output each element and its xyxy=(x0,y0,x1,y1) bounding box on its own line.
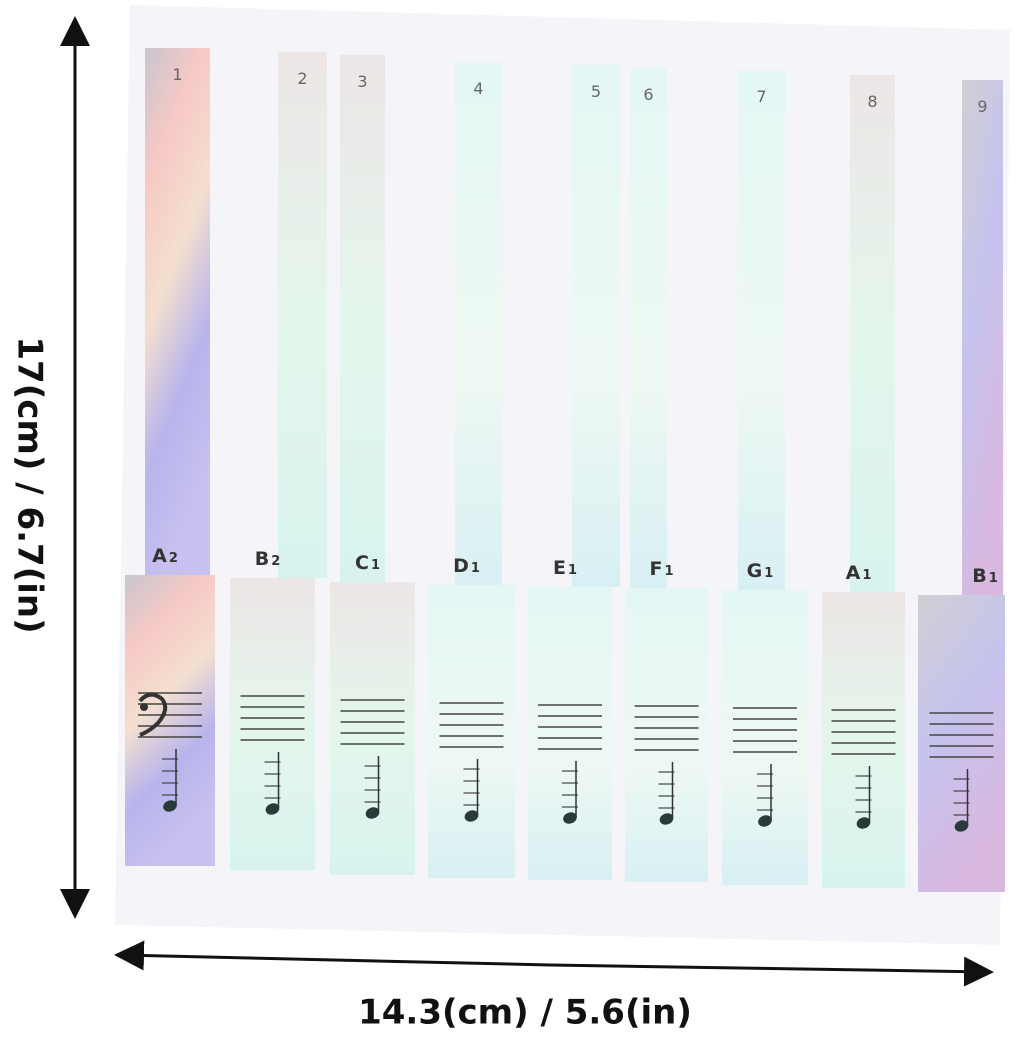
key: 8 A 1 xyxy=(822,75,905,888)
width-label: 14.3(cm) / 5.6(in) xyxy=(358,993,692,1033)
note-letter: C xyxy=(355,552,369,574)
key-strip xyxy=(278,52,327,578)
key-number: 2 xyxy=(297,69,307,88)
note-letter: D xyxy=(453,555,469,577)
note-head xyxy=(163,800,177,812)
note-letter: A xyxy=(152,545,167,567)
key-number: 8 xyxy=(867,92,877,111)
note-head xyxy=(464,810,479,822)
note-letter: E xyxy=(553,557,566,579)
key: 7 G 1 xyxy=(722,70,808,885)
key-strip xyxy=(145,48,210,575)
note-subscript: 1 xyxy=(568,563,577,578)
note-head xyxy=(954,820,969,832)
note-letter: B xyxy=(255,548,269,570)
key-base xyxy=(230,578,315,870)
key-strip xyxy=(962,80,1003,595)
key-strip xyxy=(572,65,620,587)
width-arrow xyxy=(114,940,551,971)
note-subscript: 1 xyxy=(664,564,673,579)
note-subscript: 1 xyxy=(371,558,380,573)
note-subscript: 1 xyxy=(471,561,480,576)
key-number: 1 xyxy=(172,65,182,84)
key-number: 6 xyxy=(643,85,653,104)
key: 9 B 1 xyxy=(918,80,1005,892)
key-strip xyxy=(738,70,785,590)
key-base xyxy=(822,592,905,888)
key: 5 E 1 xyxy=(528,65,620,880)
bass-clef xyxy=(138,692,168,737)
key: 3 C 1 xyxy=(330,55,415,875)
key-base xyxy=(330,582,415,875)
key: 2B 2 xyxy=(230,52,327,870)
note-head xyxy=(758,815,772,827)
key-base xyxy=(528,587,612,880)
note-head xyxy=(563,812,577,824)
note-head xyxy=(265,803,280,815)
bass-clef-dot xyxy=(140,703,148,711)
note-subscript: 2 xyxy=(169,551,178,566)
key: 6 F 1 xyxy=(625,68,708,882)
key-number: 3 xyxy=(357,72,367,91)
key-base xyxy=(625,588,708,882)
note-letter: B xyxy=(972,565,986,587)
key-number: 9 xyxy=(977,97,987,116)
key-strip xyxy=(630,68,667,588)
key-strip xyxy=(340,55,385,582)
key-number: 4 xyxy=(473,79,483,98)
key-strip xyxy=(850,75,895,592)
key-base xyxy=(125,575,215,866)
width-arrow xyxy=(549,956,994,987)
note-subscript: 1 xyxy=(862,568,871,583)
key-base xyxy=(428,585,515,878)
key: 1 A 2 xyxy=(125,48,215,866)
height-label: 17(cm) / 6.7(in) xyxy=(10,336,50,633)
note-head xyxy=(856,817,871,829)
key-strip xyxy=(455,62,502,585)
note-subscript: 1 xyxy=(764,566,773,581)
note-head xyxy=(659,813,674,825)
key-base xyxy=(722,590,808,885)
key: 4 D 1 xyxy=(428,62,515,878)
note-subscript: 1 xyxy=(989,571,998,586)
note-head xyxy=(365,807,380,819)
note-subscript: 2 xyxy=(271,554,280,569)
key-base xyxy=(918,595,1005,892)
key-number: 5 xyxy=(591,82,601,101)
note-letter: G xyxy=(747,560,763,582)
note-letter: A xyxy=(846,562,861,584)
key-number: 7 xyxy=(756,87,766,106)
keys: 1A 22B 23C 14D 15E 16F 17G 18A 19B 1 xyxy=(125,48,1005,892)
note-letter: F xyxy=(649,558,662,580)
